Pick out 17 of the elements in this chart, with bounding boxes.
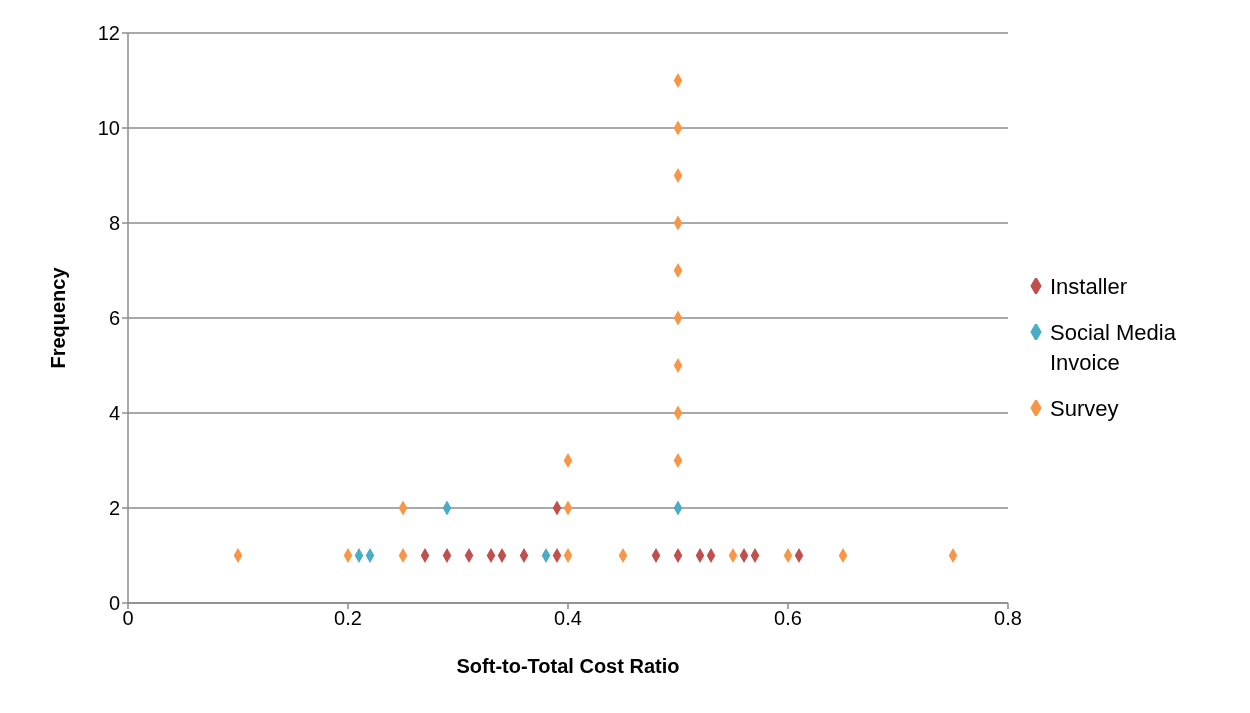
x-axis-title: Soft-to-Total Cost Ratio [456,655,680,677]
x-tick-label: 0.2 [334,607,362,630]
legend-label: Installer [1050,272,1128,301]
y-tick-label: 12 [97,22,120,45]
legend-label: Survey [1050,394,1119,423]
x-tick-label: 0.8 [994,607,1022,630]
y-axis-title: Frequency [47,266,70,369]
y-tick-label: 10 [97,117,120,140]
x-tick-label: 0 [122,607,134,630]
x-tick-label: 0.6 [774,607,802,630]
y-tick-label: 0 [108,592,120,615]
legend-label: Social Media Invoice [1050,318,1177,377]
x-tick-label: 0.4 [554,607,582,630]
y-tick-label: 8 [108,212,120,235]
y-tick-label: 2 [108,497,120,520]
y-tick-label: 6 [108,307,120,330]
y-tick-label: 4 [108,402,120,425]
